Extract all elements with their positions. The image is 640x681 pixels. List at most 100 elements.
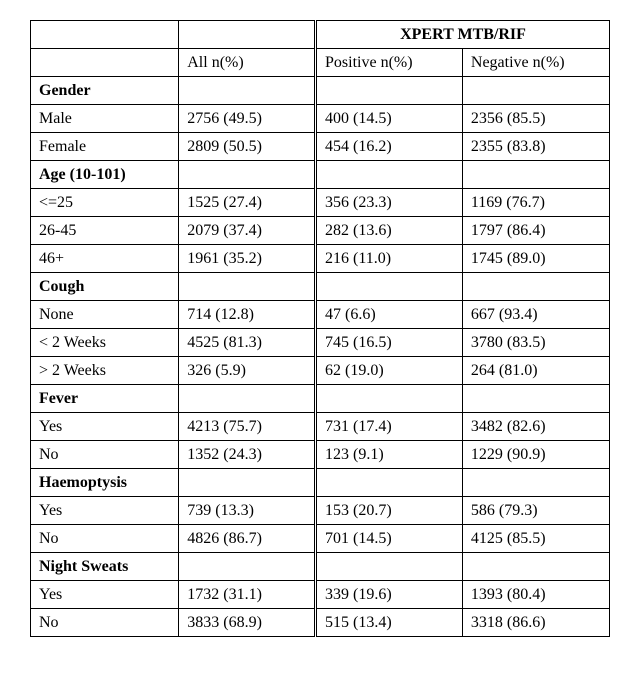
cell-pos: 701 (14.5) [316,525,463,553]
header-col-all: All n(%) [179,49,316,77]
row-label: Yes [31,497,179,525]
table-row: Female2809 (50.5)454 (16.2)2355 (83.8) [31,133,610,161]
cell-pos: 47 (6.6) [316,301,463,329]
section-blank-pos [316,273,463,301]
table-header-row-1: XPERT MTB/RIF [31,21,610,49]
section-blank-neg [462,77,609,105]
header-blank-1 [31,21,179,49]
cell-pos: 339 (19.6) [316,581,463,609]
cell-neg: 3780 (83.5) [462,329,609,357]
row-label: 26-45 [31,217,179,245]
table-row: Yes4213 (75.7)731 (17.4)3482 (82.6) [31,413,610,441]
section-label: Fever [31,385,179,413]
section-label: Cough [31,273,179,301]
table-row: Male2756 (49.5)400 (14.5)2356 (85.5) [31,105,610,133]
section-blank-all [179,77,316,105]
section-row: Cough [31,273,610,301]
section-blank-neg [462,385,609,413]
header-blank-2 [179,21,316,49]
cell-neg: 1393 (80.4) [462,581,609,609]
cell-all: 1732 (31.1) [179,581,316,609]
section-blank-neg [462,553,609,581]
cell-all: 3833 (68.9) [179,609,316,637]
cell-neg: 2356 (85.5) [462,105,609,133]
section-row: Gender [31,77,610,105]
section-blank-neg [462,273,609,301]
header-col-pos: Positive n(%) [316,49,463,77]
row-label: No [31,441,179,469]
cell-pos: 123 (9.1) [316,441,463,469]
cell-all: 4213 (75.7) [179,413,316,441]
section-blank-all [179,273,316,301]
cell-neg: 1169 (76.7) [462,189,609,217]
cell-neg: 586 (79.3) [462,497,609,525]
section-blank-all [179,161,316,189]
section-blank-neg [462,469,609,497]
row-label: Male [31,105,179,133]
section-row: Haemoptysis [31,469,610,497]
cell-pos: 282 (13.6) [316,217,463,245]
table-row: < 2 Weeks4525 (81.3)745 (16.5)3780 (83.5… [31,329,610,357]
section-blank-pos [316,161,463,189]
cell-neg: 4125 (85.5) [462,525,609,553]
cell-all: 2756 (49.5) [179,105,316,133]
row-label: No [31,525,179,553]
row-label: Yes [31,581,179,609]
cell-neg: 1745 (89.0) [462,245,609,273]
cell-all: 1352 (24.3) [179,441,316,469]
cell-all: 739 (13.3) [179,497,316,525]
section-row: Fever [31,385,610,413]
section-label: Gender [31,77,179,105]
table-row: 26-452079 (37.4)282 (13.6)1797 (86.4) [31,217,610,245]
characteristics-table: XPERT MTB/RIF All n(%) Positive n(%) Neg… [30,20,610,637]
section-blank-all [179,469,316,497]
row-label: < 2 Weeks [31,329,179,357]
section-blank-pos [316,385,463,413]
row-label: Yes [31,413,179,441]
cell-pos: 454 (16.2) [316,133,463,161]
cell-neg: 1797 (86.4) [462,217,609,245]
row-label: Female [31,133,179,161]
section-blank-all [179,385,316,413]
table-row: Yes739 (13.3)153 (20.7)586 (79.3) [31,497,610,525]
cell-all: 714 (12.8) [179,301,316,329]
section-label: Age (10-101) [31,161,179,189]
cell-pos: 731 (17.4) [316,413,463,441]
cell-pos: 400 (14.5) [316,105,463,133]
section-label: Night Sweats [31,553,179,581]
table-row: None714 (12.8)47 (6.6)667 (93.4) [31,301,610,329]
header-group-title: XPERT MTB/RIF [316,21,610,49]
section-label: Haemoptysis [31,469,179,497]
row-label: 46+ [31,245,179,273]
row-label: > 2 Weeks [31,357,179,385]
cell-all: 1525 (27.4) [179,189,316,217]
cell-pos: 356 (23.3) [316,189,463,217]
cell-all: 1961 (35.2) [179,245,316,273]
cell-pos: 153 (20.7) [316,497,463,525]
table-row: > 2 Weeks326 (5.9)62 (19.0)264 (81.0) [31,357,610,385]
cell-neg: 264 (81.0) [462,357,609,385]
row-label: No [31,609,179,637]
cell-neg: 1229 (90.9) [462,441,609,469]
section-blank-neg [462,161,609,189]
cell-pos: 515 (13.4) [316,609,463,637]
cell-neg: 3482 (82.6) [462,413,609,441]
section-blank-pos [316,553,463,581]
cell-neg: 2355 (83.8) [462,133,609,161]
section-blank-pos [316,469,463,497]
cell-pos: 216 (11.0) [316,245,463,273]
section-row: Age (10-101) [31,161,610,189]
row-label: <=25 [31,189,179,217]
table-row: <=251525 (27.4)356 (23.3)1169 (76.7) [31,189,610,217]
cell-all: 326 (5.9) [179,357,316,385]
table-row: No3833 (68.9)515 (13.4)3318 (86.6) [31,609,610,637]
table-row: Yes1732 (31.1)339 (19.6)1393 (80.4) [31,581,610,609]
section-blank-pos [316,77,463,105]
table-row: No4826 (86.7)701 (14.5)4125 (85.5) [31,525,610,553]
cell-all: 4525 (81.3) [179,329,316,357]
cell-neg: 667 (93.4) [462,301,609,329]
table-row: 46+1961 (35.2)216 (11.0)1745 (89.0) [31,245,610,273]
table-header-row-2: All n(%) Positive n(%) Negative n(%) [31,49,610,77]
row-label: None [31,301,179,329]
section-blank-all [179,553,316,581]
